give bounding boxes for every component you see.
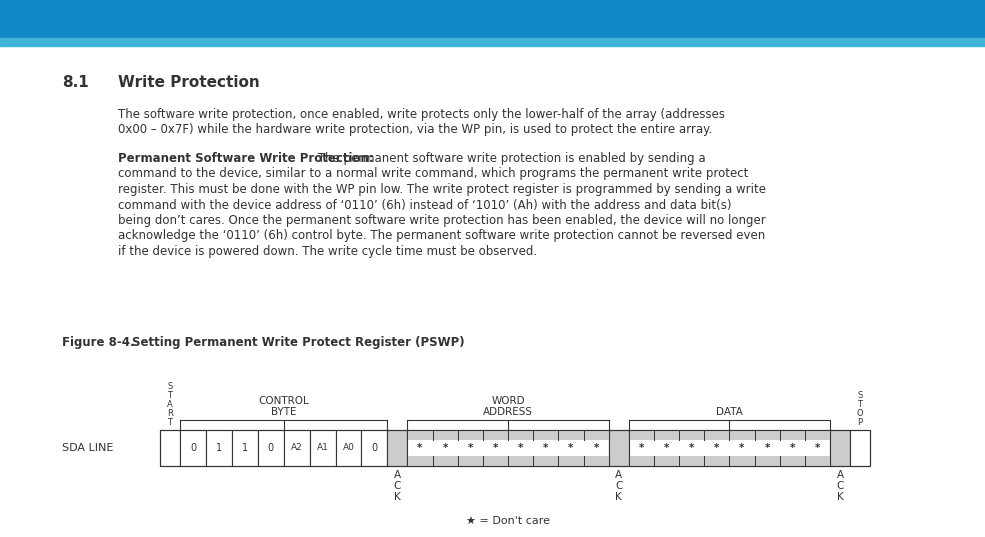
- Bar: [160, 430, 180, 466]
- Bar: [850, 430, 870, 466]
- Text: *: *: [468, 443, 473, 453]
- Bar: [0, 0, 985, 38]
- Bar: [628, 456, 830, 466]
- Bar: [628, 430, 830, 440]
- Text: 1: 1: [216, 443, 222, 453]
- Bar: [628, 430, 830, 466]
- Text: A0: A0: [343, 444, 355, 453]
- Bar: [206, 430, 231, 466]
- Text: *: *: [543, 443, 549, 453]
- Text: *: *: [492, 443, 498, 453]
- Text: being don’t cares. Once the permanent software write protection has been enabled: being don’t cares. Once the permanent so…: [118, 214, 765, 227]
- Text: register. This must be done with the WP pin low. The write protect register is p: register. This must be done with the WP …: [118, 183, 766, 196]
- Bar: [0, 38, 985, 46]
- Bar: [609, 430, 628, 466]
- Text: *: *: [442, 443, 448, 453]
- Text: Write Protection: Write Protection: [118, 75, 260, 90]
- Bar: [830, 430, 850, 466]
- Text: WORD: WORD: [492, 396, 525, 406]
- Text: ADDRESS: ADDRESS: [483, 407, 533, 417]
- Bar: [408, 430, 609, 440]
- Text: Figure 8-4.: Figure 8-4.: [62, 336, 135, 349]
- Text: *: *: [714, 443, 719, 453]
- Text: A
C
K: A C K: [836, 470, 844, 502]
- Text: *: *: [740, 443, 745, 453]
- Text: DATA: DATA: [716, 407, 743, 417]
- Text: 0: 0: [268, 443, 274, 453]
- Text: 8.1: 8.1: [62, 75, 89, 90]
- Bar: [231, 430, 258, 466]
- Text: BYTE: BYTE: [271, 407, 296, 417]
- Text: A1: A1: [316, 444, 329, 453]
- Bar: [408, 456, 609, 466]
- Text: *: *: [593, 443, 599, 453]
- Text: 0x00 – 0x7F) while the hardware write protection, via the WP pin, is used to pro: 0x00 – 0x7F) while the hardware write pr…: [118, 124, 712, 136]
- Bar: [309, 430, 336, 466]
- Text: A
C
K: A C K: [615, 470, 623, 502]
- Bar: [180, 430, 206, 466]
- Text: The permanent software write protection is enabled by sending a: The permanent software write protection …: [314, 152, 705, 165]
- Text: CONTROL: CONTROL: [258, 396, 309, 406]
- Text: *: *: [664, 443, 669, 453]
- Text: A2: A2: [291, 444, 302, 453]
- Text: *: *: [815, 443, 821, 453]
- Bar: [361, 430, 387, 466]
- Text: *: *: [418, 443, 423, 453]
- Text: *: *: [568, 443, 573, 453]
- Text: command with the device address of ‘0110’ (6h) instead of ‘1010’ (Ah) with the a: command with the device address of ‘0110…: [118, 199, 732, 212]
- Bar: [284, 430, 309, 466]
- Text: 1: 1: [241, 443, 248, 453]
- Bar: [258, 430, 284, 466]
- Text: *: *: [689, 443, 694, 453]
- Text: command to the device, similar to a normal write command, which programs the per: command to the device, similar to a norm…: [118, 168, 749, 180]
- Text: ★ = Don't care: ★ = Don't care: [466, 516, 550, 526]
- Bar: [160, 430, 870, 466]
- Text: A
C
K: A C K: [394, 470, 401, 502]
- Text: *: *: [790, 443, 795, 453]
- Text: *: *: [518, 443, 523, 453]
- Bar: [408, 430, 609, 466]
- Text: 0: 0: [190, 443, 196, 453]
- Text: acknowledge the ‘0110’ (6h) control byte. The permanent software write protectio: acknowledge the ‘0110’ (6h) control byte…: [118, 229, 765, 243]
- Text: S
T
O
P: S T O P: [857, 391, 863, 427]
- Bar: [336, 430, 361, 466]
- Text: *: *: [764, 443, 770, 453]
- Text: if the device is powered down. The write cycle time must be observed.: if the device is powered down. The write…: [118, 245, 537, 258]
- Text: Setting Permanent Write Protect Register (PSWP): Setting Permanent Write Protect Register…: [132, 336, 465, 349]
- Text: S
T
A
R
T: S T A R T: [167, 382, 173, 427]
- Bar: [387, 430, 408, 466]
- Text: 0: 0: [371, 443, 377, 453]
- Text: Permanent Software Write Protection:: Permanent Software Write Protection:: [118, 152, 373, 165]
- Text: The software write protection, once enabled, write protects only the lower-half : The software write protection, once enab…: [118, 108, 725, 121]
- Text: SDA LINE: SDA LINE: [62, 443, 113, 453]
- Text: *: *: [638, 443, 644, 453]
